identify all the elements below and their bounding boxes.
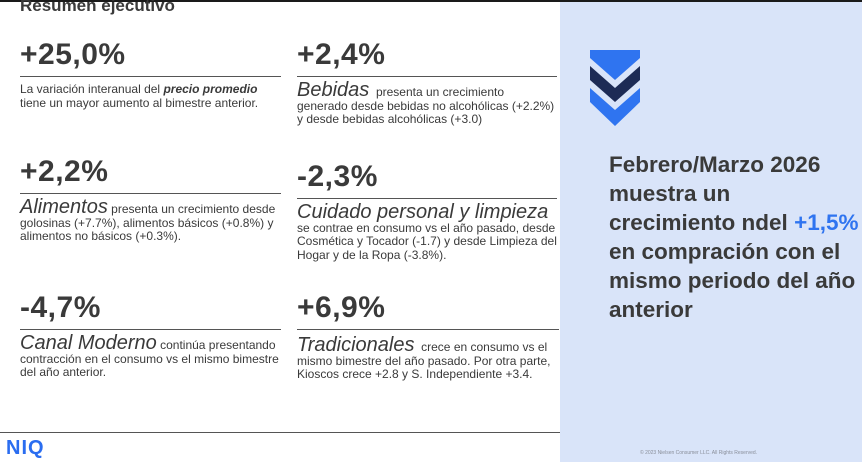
description-text: crece en consumo vs el mismo bimestre de… — [297, 340, 551, 381]
niq-logo: NIQ — [6, 437, 45, 459]
stat-precio: +25,0% La variación interanual del preci… — [20, 40, 281, 110]
stat-value: -4,7% — [20, 291, 101, 324]
stat-value: +25,0% — [20, 38, 126, 71]
panel-headline: Febrero/Marzo 2026 muestra un crecimient… — [609, 150, 859, 324]
divider — [297, 329, 559, 330]
description-emphasis: precio promedio — [163, 82, 258, 96]
stat-description: Bebidas presenta un crecimiento generado… — [297, 80, 557, 127]
top-border — [0, 0, 862, 2]
page-title: Resumen ejecutivo — [20, 0, 175, 15]
category-label: Bebidas — [297, 79, 370, 101]
stat-description: Tradicionales crece en consumo vs el mis… — [297, 335, 559, 382]
divider — [20, 76, 281, 77]
stat-cuidado: -2,3% Cuidado personal y limpieza se cont… — [297, 162, 557, 262]
copyright-text: © 2023 Nielsen Consumer LLC. All Rights … — [640, 450, 758, 456]
divider — [20, 193, 281, 194]
stat-bebidas: +2,4% Bebidas presenta un crecimiento ge… — [297, 40, 557, 127]
category-label: Tradicionales — [297, 334, 415, 356]
description-text: presenta un crecimiento desde golosinas … — [20, 202, 276, 243]
stat-tradicionales: +6,9% Tradicionales crece en consumo vs … — [297, 293, 559, 382]
category-label: Alimentos — [20, 196, 108, 218]
divider — [297, 198, 557, 199]
description-text: continúa presentando contracción en el c… — [20, 338, 279, 379]
description-text: La variación interanual del — [20, 82, 164, 96]
category-label: Canal Moderno — [20, 332, 157, 354]
double-chevron-down-icon — [590, 50, 640, 126]
category-label: Cuidado personal y limpieza — [297, 201, 549, 223]
stat-description: Canal Moderno continúa presentando contr… — [20, 333, 281, 380]
stat-value: +6,9% — [297, 291, 386, 324]
headline-text: en compración con el mismo periodo del a… — [609, 239, 856, 322]
highlight-panel: Febrero/Marzo 2026 muestra un crecimient… — [560, 2, 862, 462]
stat-value: -2,3% — [297, 160, 378, 193]
footer-divider — [0, 432, 560, 433]
divider — [20, 329, 281, 330]
headline-accent: +1,5% — [794, 210, 859, 235]
stat-value: +2,4% — [297, 38, 386, 71]
stat-canal: -4,7% Canal Moderno continúa presentando… — [20, 293, 281, 380]
divider — [297, 76, 557, 77]
stat-value: +2,2% — [20, 155, 109, 188]
stat-description: Alimentos presenta un crecimiento desde … — [20, 197, 281, 244]
description-text: tiene un mayor aumento al bimestre anter… — [20, 95, 259, 110]
stat-alimentos: +2,2% Alimentos presenta un crecimiento … — [20, 157, 281, 244]
description-text: presenta un crecimiento generado desde b… — [297, 85, 555, 126]
stat-description: Cuidado personal y limpieza se contrae en… — [297, 202, 557, 262]
stat-description: La variación interanual del precio prome… — [20, 82, 281, 110]
description-text: se contrae en consumo vs el año pasado, … — [297, 220, 557, 262]
headline-text: Febrero/Marzo 2026 muestra un crecimient… — [609, 152, 821, 235]
